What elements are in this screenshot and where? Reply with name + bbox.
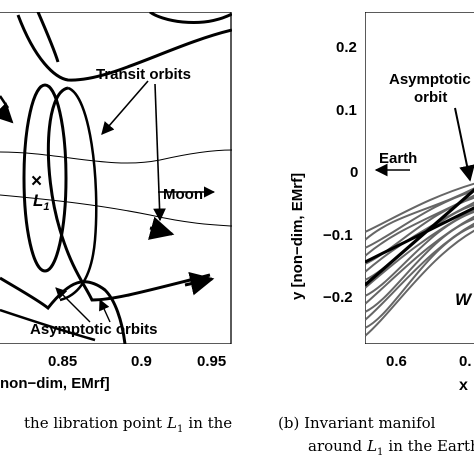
panel-b-caption-line1: (b) Invariant manifol: [278, 414, 436, 432]
asymptotic-orbit-label-1: Asymptotic: [389, 71, 471, 88]
panel-a-xtick-0: 0.85: [48, 353, 77, 370]
panel-b: y [non−dim, EMrf] 0.2 0.1 0 −0.1 −0.2 As…: [278, 12, 474, 458]
transit-arrow-2: [153, 83, 166, 222]
panel-b-ytick-2: 0: [350, 164, 358, 181]
top-manifold-curve: [16, 14, 232, 82]
manifold-w-label: W: [455, 290, 473, 309]
asymptotic-orbits-label: Asymptotic orbits: [30, 321, 158, 338]
transit-arrow-1: [101, 80, 149, 135]
panel-a-caption: the libration point L1 in the: [24, 414, 232, 435]
panel-b-caption-line2: around L1 in the Earth: [308, 437, 474, 458]
moon-label: Moon: [163, 186, 203, 203]
panel-a: Transit orbits Moon × L1 Asymptotic orbi…: [0, 12, 232, 435]
manifold-line: [365, 211, 474, 297]
manifold-line: [365, 182, 474, 233]
asymptotic-orbit-label-2: orbit: [414, 89, 447, 106]
manifold-line: [365, 189, 474, 249]
asymptotic-orbit-line-2: [365, 206, 474, 264]
l1-marker: ×: [31, 171, 42, 192]
manifold-line: [365, 229, 474, 337]
panel-a-xtick-1: 0.9: [131, 353, 152, 370]
panel-b-xtick-1: 0.: [459, 353, 472, 370]
transit-orbit-lower: [0, 194, 232, 227]
lyapunov-orbit: [22, 83, 68, 273]
manifold-line: [365, 218, 474, 313]
panel-b-ylabel: y [non−dim, EMrf]: [289, 173, 306, 300]
panel-b-ytick-0: 0.2: [336, 39, 357, 56]
earth-label: Earth: [379, 150, 417, 167]
transit-orbits-label: Transit orbits: [96, 66, 191, 83]
panel-a-xtick-2: 0.95: [197, 353, 226, 370]
panel-a-axes-box: [0, 12, 232, 344]
bottom-manifold-curve: [0, 276, 127, 344]
manifold-line: [365, 225, 474, 329]
panel-b-xlabel: x: [459, 377, 468, 394]
l1-label: L1: [33, 191, 50, 213]
panel-b-xtick-0: 0.6: [386, 353, 407, 370]
panel-b-ytick-4: −0.2: [323, 289, 353, 306]
panel-b-ytick-1: 0.1: [336, 102, 357, 119]
asymptotic-loop: [46, 86, 211, 302]
transit-orbit-upper: [0, 149, 232, 164]
panel-b-ytick-3: −0.1: [323, 227, 353, 244]
panel-a-xlabel: non−dim, EMrf]: [0, 375, 110, 392]
